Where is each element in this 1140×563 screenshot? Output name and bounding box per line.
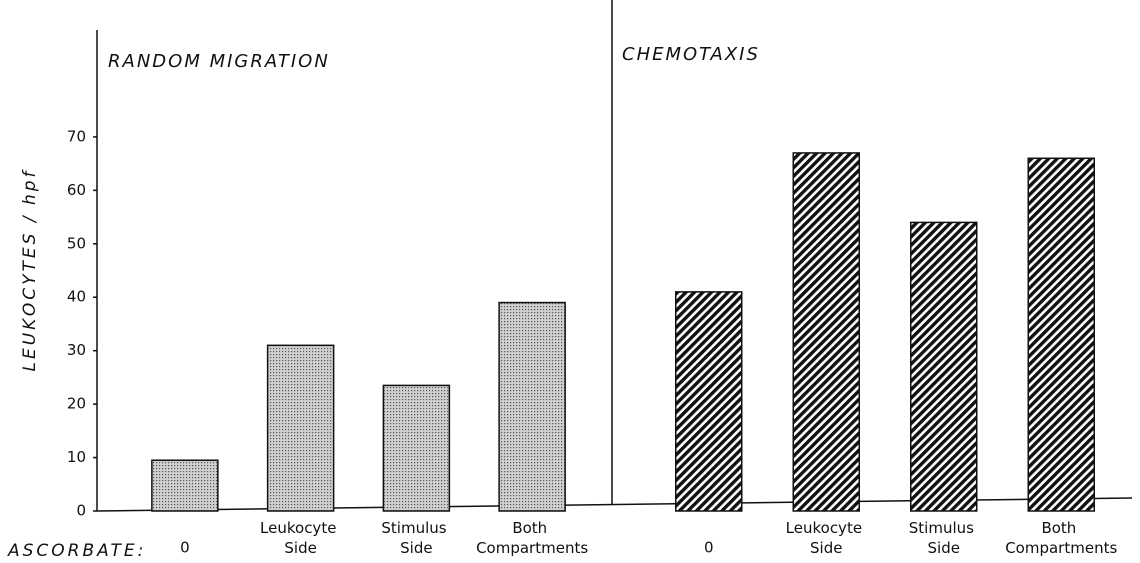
label-line: Stimulus (909, 519, 979, 537)
label-line: Both (512, 519, 552, 537)
bar (910, 221, 978, 512)
panel-title: RANDOM MIGRATION (108, 51, 330, 72)
x-tick-label: Leukocyte Side (260, 519, 341, 557)
x-axis-label: ASCORBATE: (7, 541, 146, 561)
bar (675, 291, 743, 512)
x-tick-label: Both Compartments (476, 519, 588, 557)
x-tick-label: 0 (180, 539, 190, 557)
y-tick-label: 30 (67, 341, 86, 359)
y-tick-label: 50 (67, 234, 86, 252)
x-tick-label: Stimulus Side (381, 519, 451, 557)
y-tick-label: 60 (67, 181, 86, 199)
label-line: Side (284, 539, 316, 557)
label-line: Compartments (476, 539, 588, 557)
y-tick-label: 20 (67, 395, 86, 413)
bar (266, 344, 335, 512)
y-axis-label: LEUKOCYTES / hpf (20, 168, 40, 371)
bar (1027, 157, 1095, 512)
label-line: Side (810, 539, 842, 557)
x-tick-label: Stimulus Side (909, 519, 979, 557)
bar (151, 459, 219, 512)
x-tick-label: 0 (704, 539, 714, 557)
y-tick-label: 0 (76, 502, 86, 520)
label-line: Side (400, 539, 432, 557)
label-line: Leukocyte (786, 519, 867, 537)
bar (498, 301, 566, 512)
y-tick-label: 70 (67, 127, 86, 145)
label-line: Side (928, 539, 960, 557)
y-tick-label: 40 (67, 288, 86, 306)
bar (382, 384, 451, 512)
label-line: Stimulus (381, 519, 451, 537)
panel-title: CHEMOTAXIS (622, 44, 760, 65)
label-line: Both (1041, 519, 1081, 537)
label-line: Compartments (1005, 539, 1117, 557)
bar (792, 152, 860, 512)
label-line: Leukocyte (260, 519, 341, 537)
x-tick-label: Leukocyte Side (786, 519, 867, 557)
y-tick-label: 10 (67, 448, 86, 466)
x-tick-label: Both Compartments (1005, 519, 1117, 557)
